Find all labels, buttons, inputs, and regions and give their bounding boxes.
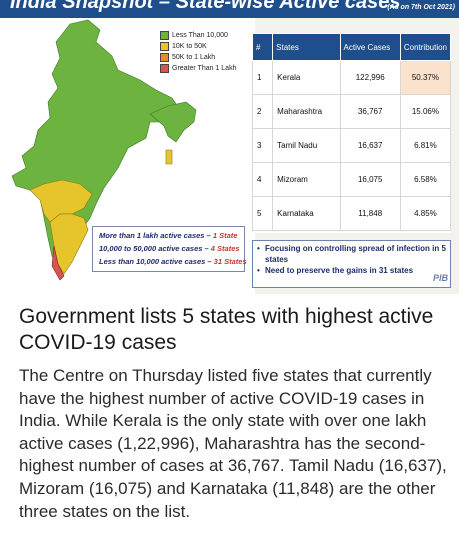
table-row: 1 Kerala 122,996 50.37% <box>251 60 452 95</box>
pib-logo: PIB <box>432 273 448 283</box>
note-item: • Need to preserve the gains in 31 states <box>257 266 414 275</box>
cell-rank: 2 <box>251 94 274 129</box>
infographic-image: India Snapshot – State-wise Active cases… <box>0 0 459 294</box>
legend-item: Greater Than 1 Lakh <box>160 63 236 74</box>
cell-contribution: 4.85% <box>399 196 452 231</box>
col-header-cases: Active Cases <box>339 33 401 61</box>
legend-item: 10K to 50K <box>160 41 236 52</box>
legend-swatch <box>160 64 169 73</box>
cell-contribution: 6.58% <box>399 162 452 197</box>
cell-contribution: 6.81% <box>399 128 452 163</box>
table-row: 4 Mizoram 16,075 6.58% <box>251 162 452 197</box>
states-table-panel: # States Active Cases Contribution 1 Ker… <box>251 33 452 233</box>
cell-state: Karnataka <box>272 196 341 231</box>
cell-rank: 5 <box>251 196 274 231</box>
note-item: • Focusing on controlling spread of infec… <box>257 244 446 264</box>
legend-swatch <box>160 53 169 62</box>
states-table: # States Active Cases Contribution 1 Ker… <box>251 33 452 231</box>
india-map <box>11 19 197 281</box>
notes-box: • Focusing on controlling spread of infec… <box>252 240 451 288</box>
legend-label: 50K to 1 Lakh <box>172 54 216 61</box>
legend-swatch <box>160 42 169 51</box>
cell-cases: 16,075 <box>339 162 401 197</box>
cell-contribution: 50.37% <box>399 60 452 95</box>
cell-rank: 4 <box>251 162 274 197</box>
summary-box: More than 1 lakh active cases – 1 State … <box>92 226 247 272</box>
infographic-date: (As on 7th Oct 2021) <box>387 4 455 11</box>
map-region-mizoram <box>165 149 173 165</box>
col-header-rank: # <box>251 33 274 61</box>
legend-item: Less Than 10,000 <box>160 30 236 41</box>
cell-state: Kerala <box>272 60 341 95</box>
cell-state: Maharashtra <box>272 94 341 129</box>
legend-label: 10K to 50K <box>172 43 207 50</box>
table-row: 3 Tamil Nadu 16,637 6.81% <box>251 128 452 163</box>
table-header-row: # States Active Cases Contribution <box>251 33 452 61</box>
cell-cases: 16,637 <box>339 128 401 163</box>
cell-rank: 1 <box>251 60 274 95</box>
table-row: 2 Maharashtra 36,767 15.06% <box>251 94 452 129</box>
table-row: 5 Karnataka 11,848 4.85% <box>251 196 452 231</box>
cell-state: Mizoram <box>272 162 341 197</box>
legend-item: 50K to 1 Lakh <box>160 52 236 63</box>
map-region-mid-west <box>29 179 93 223</box>
cell-state: Tamil Nadu <box>272 128 341 163</box>
map-region-high <box>51 245 65 281</box>
map-region-northeast <box>149 101 197 143</box>
cell-cases: 36,767 <box>339 94 401 129</box>
map-legend: Less Than 10,000 10K to 50K 50K to 1 Lak… <box>160 30 236 74</box>
col-header-contribution: Contribution <box>399 33 452 61</box>
legend-label: Greater Than 1 Lakh <box>172 65 237 72</box>
cell-cases: 11,848 <box>339 196 401 231</box>
cell-rank: 3 <box>251 128 274 163</box>
cell-contribution: 15.06% <box>399 94 452 129</box>
legend-swatch <box>160 31 169 40</box>
infographic-banner: India Snapshot – State-wise Active cases… <box>0 0 459 18</box>
col-header-state: States <box>272 33 341 61</box>
legend-label: Less Than 10,000 <box>172 32 228 39</box>
article-headline[interactable]: Government lists 5 states with highest a… <box>19 305 434 354</box>
cell-cases: 122,996 <box>339 60 401 95</box>
summary-line: More than 1 lakh active cases – 1 State <box>99 231 238 240</box>
infographic-title: India Snapshot – State-wise Active cases <box>10 0 401 13</box>
article-body: The Centre on Thursday listed five state… <box>19 366 447 521</box>
summary-line: Less than 10,000 active cases – 31 State… <box>99 257 247 266</box>
summary-line: 10,000 to 50,000 active cases – 4 States <box>99 244 240 253</box>
